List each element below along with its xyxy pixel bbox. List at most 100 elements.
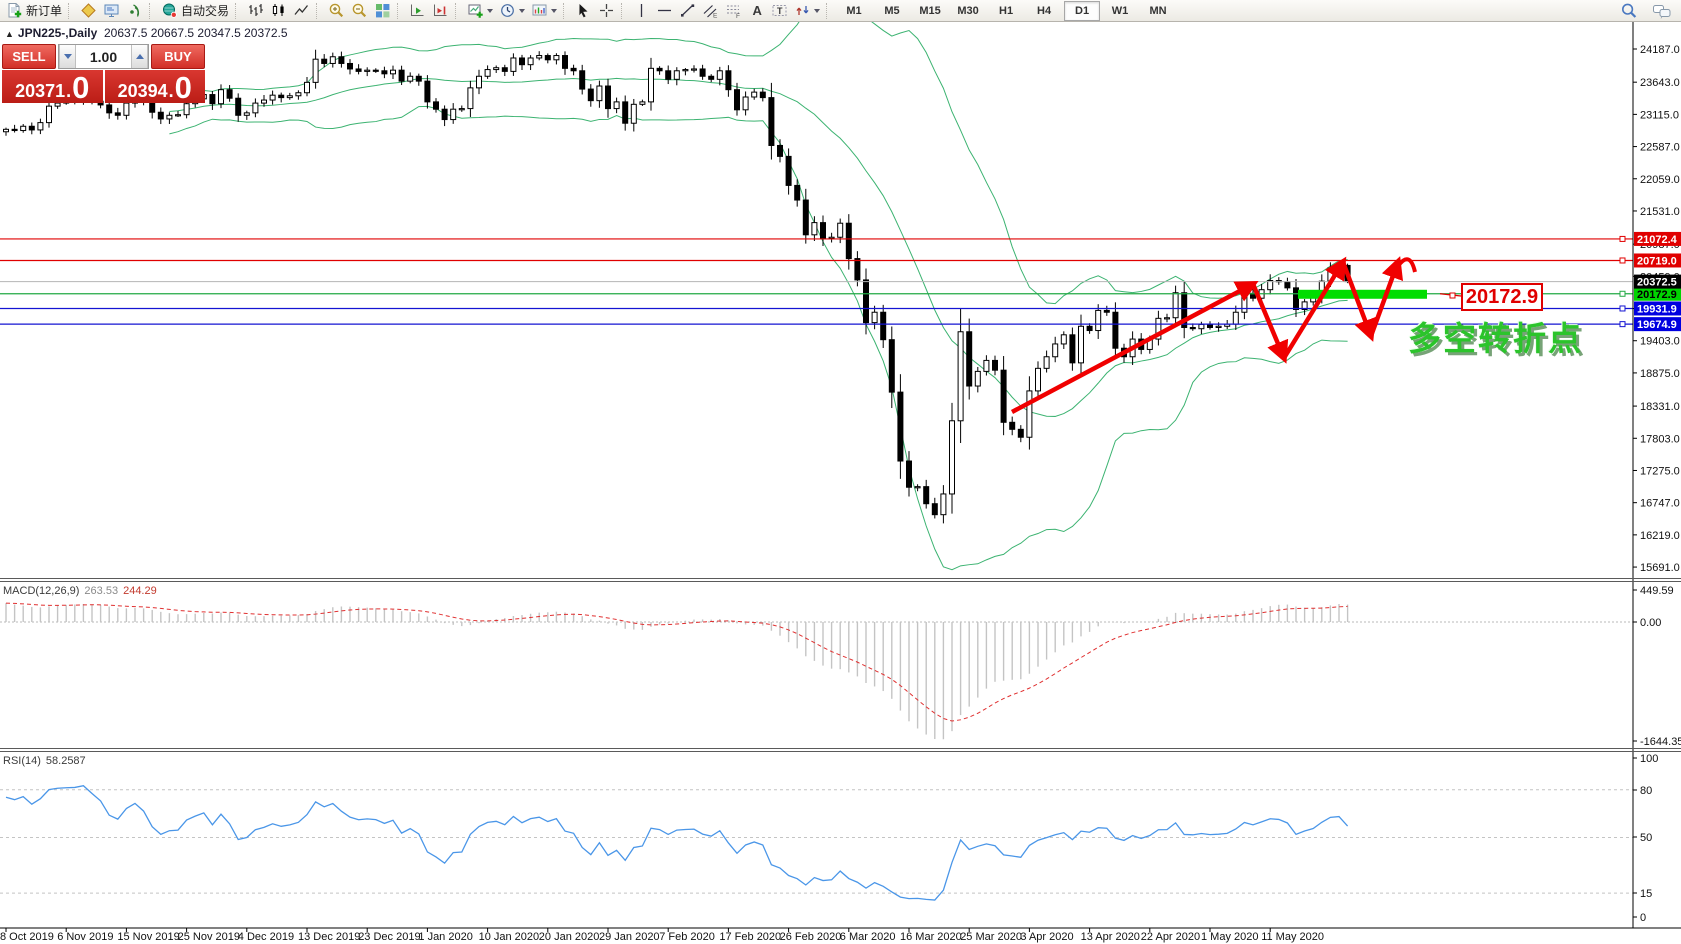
candle <box>656 67 663 72</box>
candle <box>372 69 379 72</box>
line-chart-button[interactable] <box>290 1 313 20</box>
zoom-in-icon <box>328 2 345 19</box>
trend-arrow[interactable] <box>1010 281 1259 414</box>
text-label-button[interactable]: T <box>768 1 791 20</box>
zoom-out-button[interactable] <box>348 1 371 20</box>
trend-arrow[interactable] <box>1368 256 1404 337</box>
line-handle[interactable] <box>1619 257 1626 264</box>
cursor-button[interactable] <box>572 1 595 20</box>
candle <box>278 94 285 99</box>
toolbar-separator <box>397 2 402 19</box>
macd-axis-label: 0.00 <box>1640 617 1661 629</box>
trendline-icon <box>679 2 696 19</box>
candle <box>46 105 52 124</box>
search-button[interactable] <box>1617 1 1641 21</box>
timeframe-w1-button[interactable]: W1 <box>1111 4 1129 17</box>
candle <box>1232 311 1239 325</box>
candle <box>871 311 878 324</box>
zoom-in-button[interactable] <box>325 1 348 20</box>
price-tick-label: 18331.0 <box>1640 401 1680 413</box>
chart-shift-button[interactable] <box>429 1 452 20</box>
timeframe-d1-button[interactable]: D1 <box>1064 0 1101 21</box>
volume-decrease-button[interactable] <box>59 45 76 68</box>
svg-text:19931.9: 19931.9 <box>1637 303 1677 315</box>
support-zone-segment[interactable] <box>1298 289 1427 299</box>
fibonacci-button[interactable]: F <box>722 1 745 20</box>
svg-text:19674.9: 19674.9 <box>1637 319 1677 331</box>
trend-arrow-tail[interactable] <box>1396 257 1417 273</box>
sell-button[interactable]: SELL <box>2 44 56 69</box>
timeframe-h4-button[interactable]: H4 <box>1037 4 1052 17</box>
trend-arrow[interactable] <box>1282 256 1347 360</box>
chart-shift-icon <box>432 2 449 19</box>
turning-point-label[interactable]: 多空转折点 <box>1408 320 1583 357</box>
sell-price-tile[interactable]: 20371. 0 <box>2 70 103 103</box>
signals-button[interactable] <box>123 1 146 20</box>
candle <box>587 88 594 102</box>
new-order-button[interactable]: 新订单 <box>3 1 65 20</box>
arrows-button[interactable] <box>791 1 823 20</box>
autotrading-button[interactable]: 自动交易 <box>158 1 232 20</box>
timeframe-mn-button[interactable]: MN <box>1149 4 1167 17</box>
candlestick-chart-button[interactable] <box>267 1 290 20</box>
candle <box>536 55 543 59</box>
trend-arrows[interactable] <box>1010 256 1417 414</box>
timeframe-m30-button[interactable]: M30 <box>957 4 979 17</box>
candle <box>974 370 981 387</box>
chat-button[interactable] <box>1649 2 1675 21</box>
crosshair-button[interactable] <box>595 1 618 20</box>
line-handle[interactable] <box>1619 321 1626 328</box>
horizontal-line-button[interactable] <box>653 1 676 20</box>
volume-input[interactable] <box>76 45 131 68</box>
candle <box>596 85 603 102</box>
timeframe-toolbar: M1 M5 M15 M30 H1 H4 D1 W1 MN <box>823 0 1177 22</box>
line-handle[interactable] <box>1619 290 1626 297</box>
annotation-handle[interactable] <box>1449 292 1456 299</box>
trendline-button[interactable] <box>676 1 699 20</box>
candle <box>252 102 259 114</box>
line-handle[interactable] <box>1619 235 1626 242</box>
new-chart-button[interactable] <box>464 1 496 20</box>
timeframe-m15-button[interactable]: M15 <box>919 4 941 17</box>
tile-windows-button[interactable] <box>371 1 394 20</box>
trend-arrow[interactable] <box>1340 261 1376 342</box>
candle <box>699 68 706 77</box>
templates-button[interactable] <box>528 1 560 20</box>
buy-price-main: 20394 <box>117 81 168 101</box>
periods-icon <box>499 2 516 19</box>
candle <box>226 89 233 99</box>
volume-control <box>58 44 149 69</box>
rsi-label: RSI(14) 58.2587 <box>3 755 86 767</box>
collapse-arrow-icon[interactable]: ▲ <box>5 29 14 39</box>
volume-increase-button[interactable] <box>131 45 148 68</box>
trend-arrow[interactable] <box>1250 283 1289 364</box>
text-button[interactable]: A <box>745 1 768 20</box>
buy-button[interactable]: BUY <box>151 44 205 69</box>
candle <box>1241 292 1248 313</box>
toolbar-separator <box>316 2 321 19</box>
current-price-label <box>1634 274 1681 289</box>
equidistant-channel-button[interactable]: E <box>699 1 722 20</box>
candle <box>54 102 61 107</box>
buy-price-tile[interactable]: 20394. 0 <box>104 70 205 103</box>
auto-scroll-button[interactable] <box>406 1 429 20</box>
price-annotation-box[interactable]: 20172.9 <box>1461 283 1543 311</box>
date-label: 13 Dec 2019 <box>298 931 360 943</box>
data-window-button[interactable] <box>100 1 123 20</box>
periods-button[interactable] <box>496 1 528 20</box>
timeframe-m1-button[interactable]: M1 <box>846 4 862 17</box>
candle <box>562 55 568 69</box>
line-handle[interactable] <box>1619 305 1626 312</box>
market-watch-button[interactable] <box>77 1 100 20</box>
candle <box>665 70 672 80</box>
candle <box>854 258 861 281</box>
timeframe-m5-button[interactable]: M5 <box>884 4 900 17</box>
bar-chart-button[interactable] <box>244 1 267 20</box>
candle <box>1189 326 1196 330</box>
vertical-line-button[interactable] <box>630 1 653 20</box>
candle <box>1103 309 1110 313</box>
candle <box>837 222 844 238</box>
data-window-icon <box>103 2 120 19</box>
macd-label: MACD(12,26,9) 263.53 244.29 <box>3 585 157 597</box>
timeframe-h1-button[interactable]: H1 <box>999 4 1014 17</box>
